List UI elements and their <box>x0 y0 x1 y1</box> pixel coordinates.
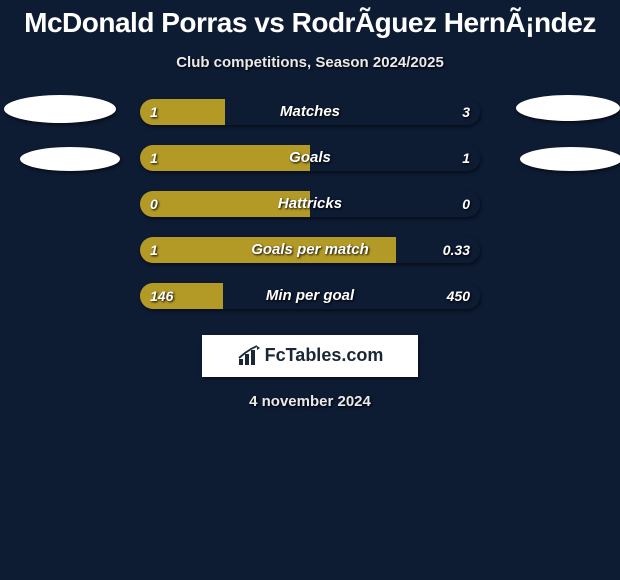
left-oval <box>20 147 120 171</box>
stat-bar-row: Goals11 <box>140 145 480 171</box>
comparison-infographic: McDonald Porras vs RodrÃ­guez HernÃ¡ndez… <box>0 0 620 580</box>
right-ovals-group <box>500 99 620 329</box>
page-title: McDonald Porras vs RodrÃ­guez HernÃ¡ndez <box>0 4 620 40</box>
stat-bar-right-fill <box>396 237 480 263</box>
stat-bar-row: Hattricks00 <box>140 191 480 217</box>
bars-chart-icon <box>237 345 261 367</box>
footer-logo-text: FcTables.com <box>265 345 384 366</box>
date-line: 4 november 2024 <box>0 393 620 410</box>
stat-bar-row: Matches13 <box>140 99 480 125</box>
stat-bar-left-fill <box>140 191 310 217</box>
stat-bar-left-fill <box>140 283 223 309</box>
stat-bar-left-fill <box>140 237 396 263</box>
stat-bar-right-fill <box>223 283 480 309</box>
stat-bar-left-fill <box>140 99 225 125</box>
left-ovals-group <box>0 99 120 329</box>
footer-logo-inner: FcTables.com <box>237 345 384 367</box>
stat-bar-row: Min per goal146450 <box>140 283 480 309</box>
stat-bar-left-fill <box>140 145 310 171</box>
footer-logo-box: FcTables.com <box>202 335 418 377</box>
stat-bar-row: Goals per match10.33 <box>140 237 480 263</box>
right-oval <box>520 147 620 171</box>
stat-bars-group: Matches13 Goals11 Hattricks00 Goals per mat… <box>140 99 480 329</box>
stat-bar-right-fill <box>310 191 480 217</box>
stats-area: Matches13 Goals11 Hattricks00 Goals per mat… <box>0 99 620 329</box>
left-oval <box>4 95 116 123</box>
right-oval <box>516 95 620 121</box>
subtitle: Club competitions, Season 2024/2025 <box>0 54 620 71</box>
stat-bar-right-fill <box>225 99 480 125</box>
stat-bar-right-fill <box>310 145 480 171</box>
